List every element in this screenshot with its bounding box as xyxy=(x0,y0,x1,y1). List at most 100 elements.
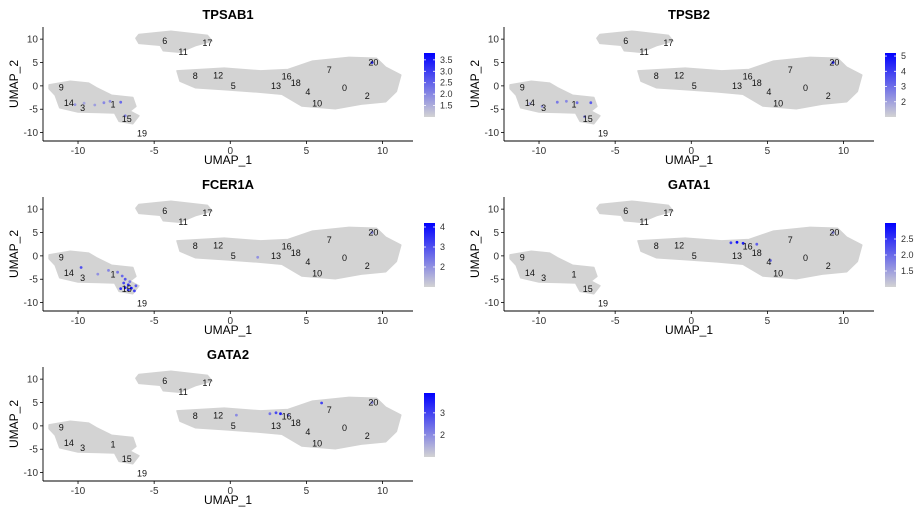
y-tick-label: -5 xyxy=(490,105,499,116)
cluster-label: 2 xyxy=(365,91,370,101)
panel-title: GATA1 xyxy=(668,177,710,192)
cluster-label: 2 xyxy=(826,261,831,271)
cluster-label: 20 xyxy=(829,228,839,238)
expression-point xyxy=(370,231,374,234)
expression-point xyxy=(729,241,733,245)
cluster-label: 14 xyxy=(525,268,535,278)
cluster-label: 7 xyxy=(327,235,332,245)
cluster-label: 19 xyxy=(598,129,608,139)
cluster-label: 3 xyxy=(541,273,546,283)
x-tick-label: 5 xyxy=(304,316,310,327)
expression-point xyxy=(286,413,290,417)
cell-cluster-region xyxy=(596,30,674,53)
cell-cluster-region xyxy=(596,200,674,223)
cluster-label: 1 xyxy=(110,270,115,280)
legend-colorbar xyxy=(424,53,435,117)
y-tick-label: 5 xyxy=(32,398,38,409)
cluster-label: 11 xyxy=(639,47,648,57)
x-axis-label: UMAP_1 xyxy=(204,153,252,167)
y-tick-label: 5 xyxy=(493,58,499,69)
cluster-label: 15 xyxy=(122,454,132,464)
cluster-label: 13 xyxy=(271,251,281,261)
expression-point xyxy=(755,242,759,246)
panel-title: FCER1A xyxy=(202,177,255,192)
cell-cluster-region xyxy=(176,226,402,280)
y-tick-label: 0 xyxy=(32,251,38,262)
expression-point xyxy=(235,413,238,417)
cluster-label: 17 xyxy=(202,378,212,388)
cluster-label: 10 xyxy=(312,269,322,279)
expression-point xyxy=(555,100,559,104)
expression-point xyxy=(129,286,133,290)
cluster-label: 6 xyxy=(623,206,628,216)
legend-tick-label: 2 xyxy=(901,97,906,107)
cell-cluster-region xyxy=(176,396,402,450)
cluster-label: 17 xyxy=(202,208,212,218)
expression-point xyxy=(268,412,272,416)
cluster-label: 12 xyxy=(674,71,684,81)
cluster-label: 8 xyxy=(654,71,659,81)
feature-panel-gata2: GATA201234567891011121314151617181920-10… xyxy=(7,347,445,507)
cluster-label: 3 xyxy=(541,103,546,113)
legend-tick-label: 2.0 xyxy=(901,250,914,260)
cluster-label: 4 xyxy=(305,257,310,267)
cluster-label: 13 xyxy=(271,81,281,91)
cell-cloud xyxy=(48,370,402,465)
cell-cloud xyxy=(509,200,863,295)
cluster-label: 2 xyxy=(365,431,370,441)
cluster-label: 7 xyxy=(327,65,332,75)
y-tick-label: 0 xyxy=(493,81,499,92)
cluster-label: 9 xyxy=(59,422,64,432)
cell-cluster-region xyxy=(135,370,213,393)
legend-colorbar xyxy=(424,223,435,287)
cluster-label: 17 xyxy=(202,38,212,48)
x-tick-label: -5 xyxy=(611,316,620,327)
expression-point xyxy=(769,259,772,262)
cluster-label: 5 xyxy=(231,81,236,91)
cluster-label: 9 xyxy=(520,82,525,92)
cluster-label: 19 xyxy=(137,469,147,479)
cluster-label: 18 xyxy=(752,78,762,88)
cluster-label: 18 xyxy=(752,248,762,258)
cluster-label: 10 xyxy=(773,269,783,279)
x-tick-label: -10 xyxy=(532,146,547,157)
cluster-label: 14 xyxy=(64,438,74,448)
x-tick-label: -10 xyxy=(71,316,86,327)
legend-tick-label: 3.5 xyxy=(440,55,453,65)
cluster-label: 15 xyxy=(122,284,132,294)
cluster-label: 5 xyxy=(692,81,697,91)
expression-point xyxy=(735,240,739,244)
cluster-label: 20 xyxy=(368,228,378,238)
y-tick-label: -10 xyxy=(24,468,39,479)
cluster-label: 5 xyxy=(692,251,697,261)
expression-point xyxy=(256,255,260,259)
expression-point xyxy=(119,287,123,290)
cluster-label: 8 xyxy=(193,241,198,251)
y-axis-label: UMAP_2 xyxy=(468,230,482,278)
expression-point xyxy=(123,286,127,289)
cluster-label: 14 xyxy=(64,268,74,278)
expression-point xyxy=(96,272,100,276)
cluster-label: 1 xyxy=(571,270,576,280)
expression-point xyxy=(831,61,835,64)
y-tick-label: 10 xyxy=(488,35,500,46)
cluster-label: 8 xyxy=(193,71,198,81)
cluster-label: 11 xyxy=(639,217,648,227)
legend-tick-label: 1.5 xyxy=(440,101,453,111)
y-tick-label: -5 xyxy=(29,105,38,116)
legend-tick-label: 1.5 xyxy=(901,266,914,276)
cluster-label: 12 xyxy=(213,71,223,81)
expression-point xyxy=(82,101,86,105)
expression-point xyxy=(123,277,127,281)
y-tick-label: -5 xyxy=(490,275,499,286)
cluster-label: 15 xyxy=(583,114,593,124)
cluster-label: 17 xyxy=(663,208,673,218)
x-tick-label: 10 xyxy=(377,146,389,157)
cluster-label: 19 xyxy=(137,299,147,309)
x-tick-label: -5 xyxy=(611,146,620,157)
legend-tick-label: 2.0 xyxy=(440,89,453,99)
y-axis-label: UMAP_2 xyxy=(7,230,21,278)
x-tick-label: 0 xyxy=(689,146,695,157)
legend-tick-label: 2.5 xyxy=(440,78,453,88)
